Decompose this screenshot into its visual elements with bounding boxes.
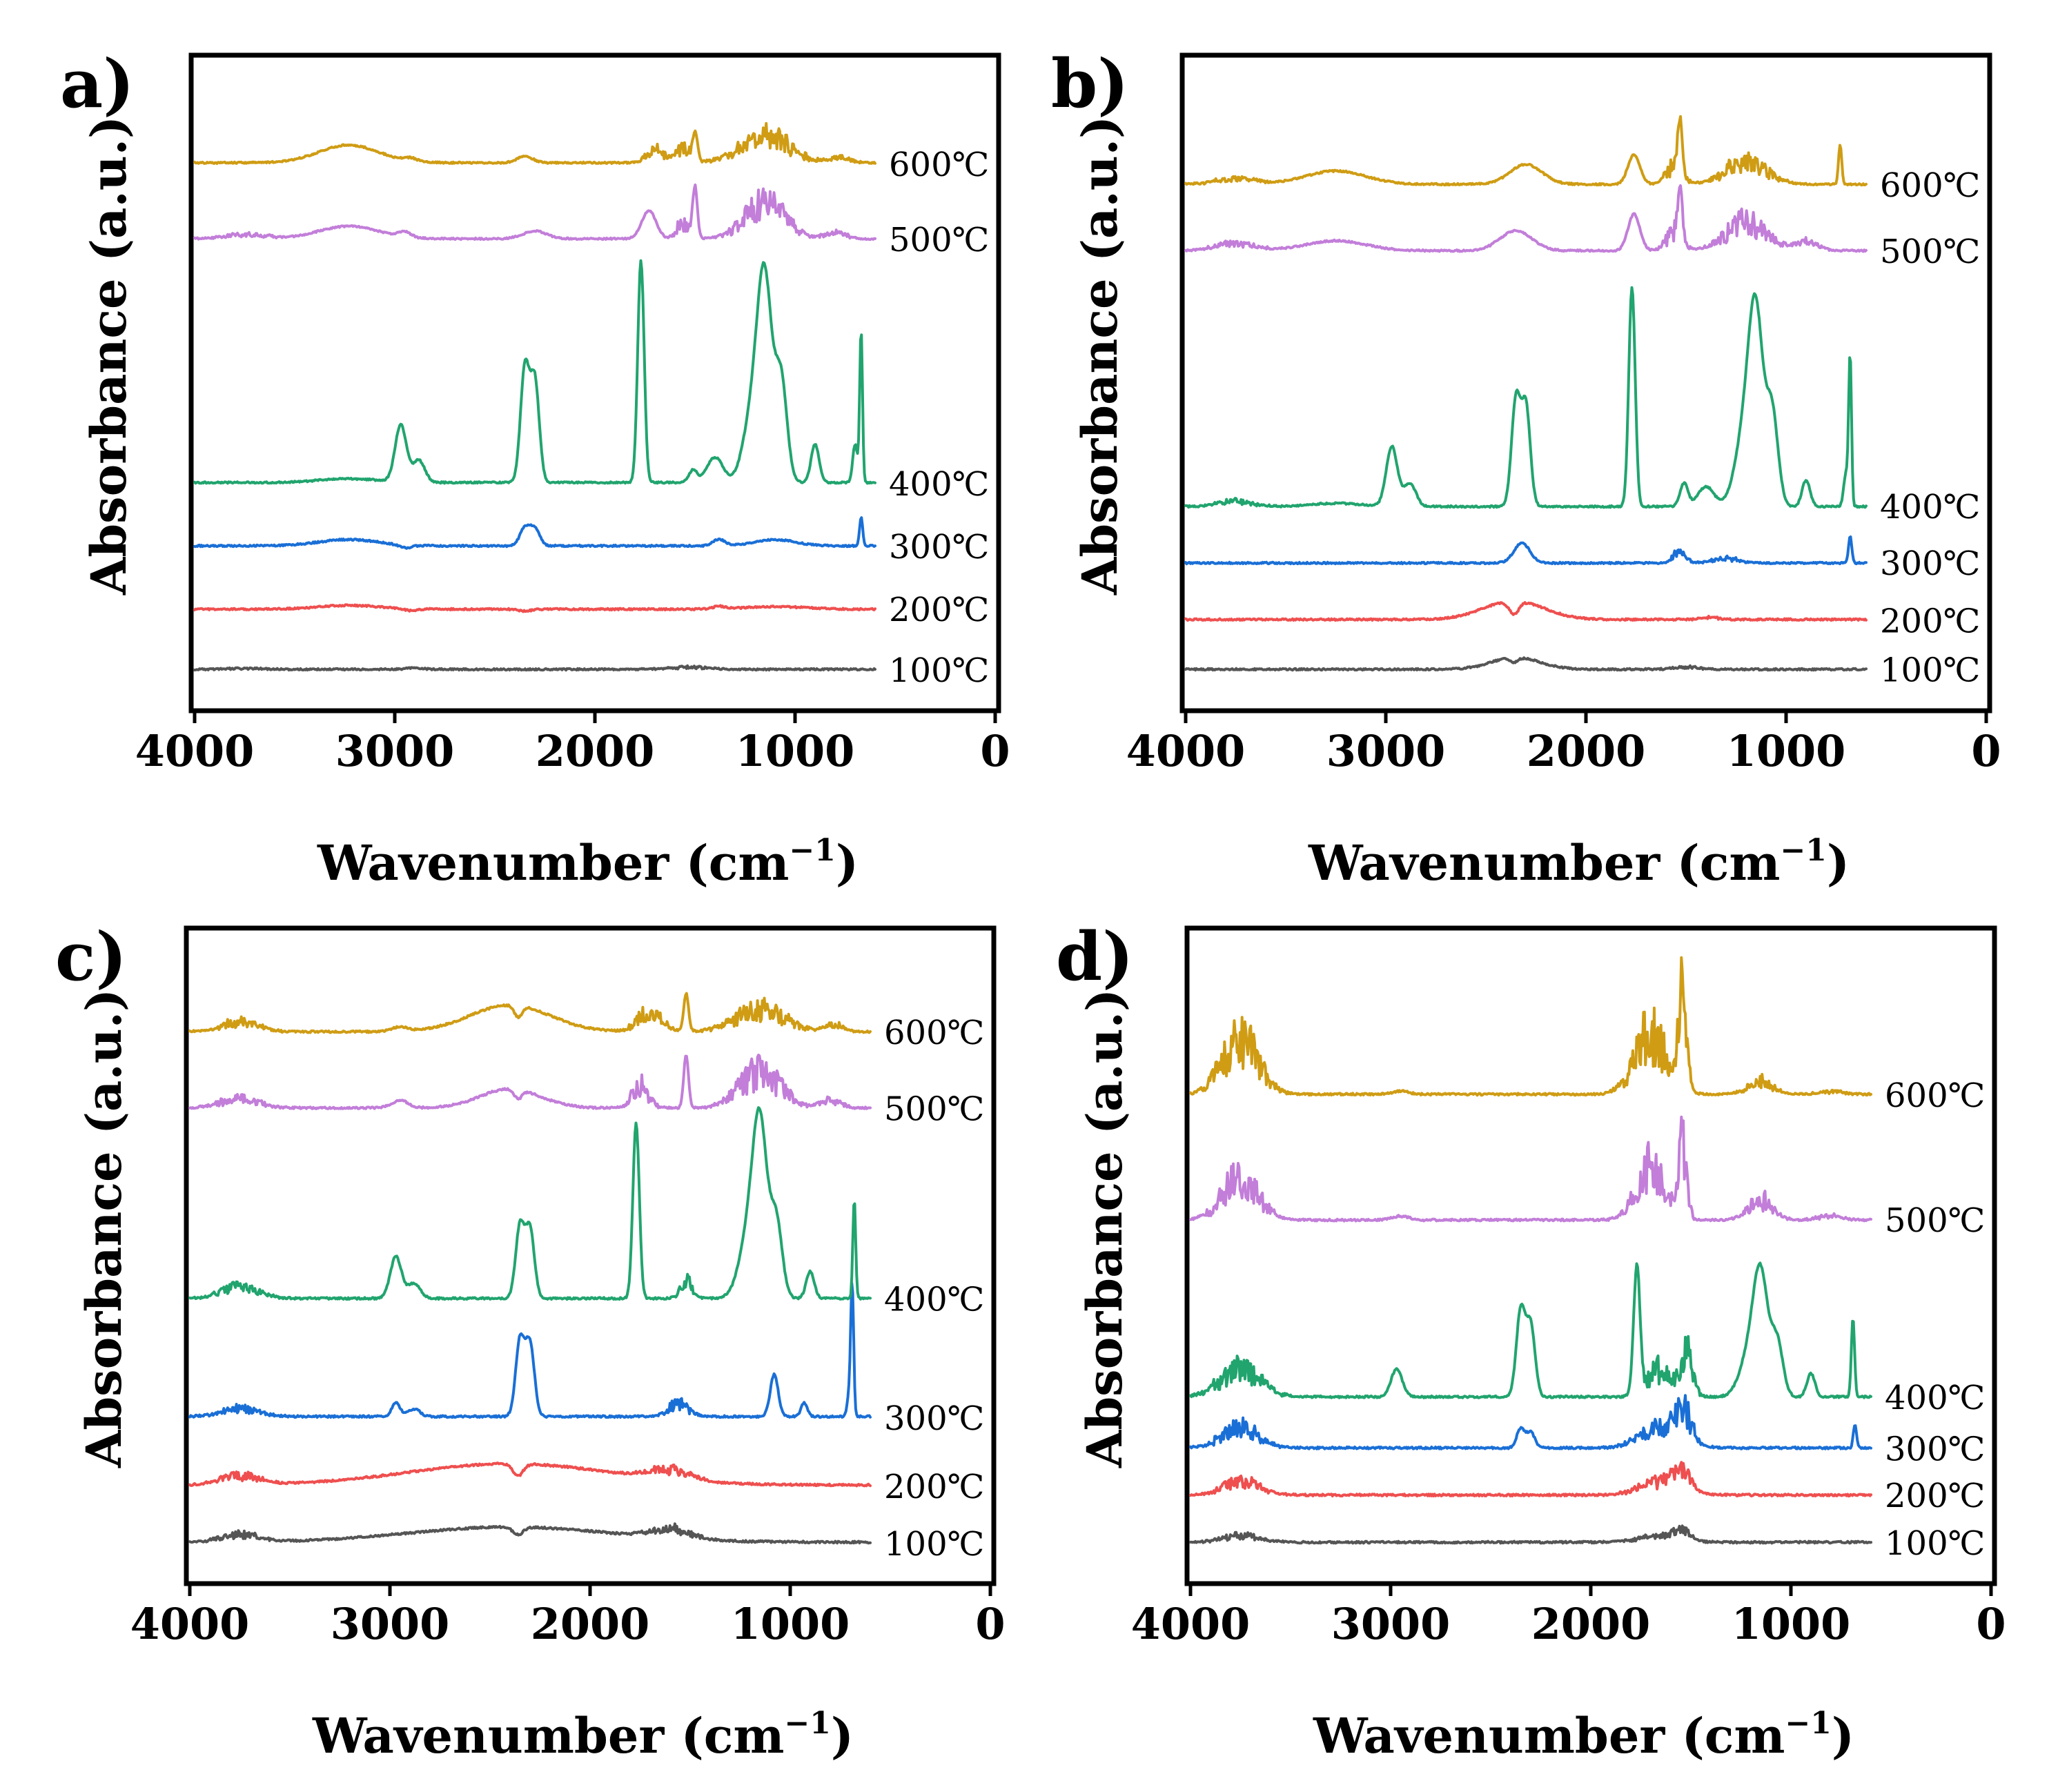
- y-axis-title: Absorbance (a.u.): [75, 989, 133, 1468]
- x-tick-label: 4000: [130, 1599, 250, 1649]
- series-line-200: [1189, 1461, 1872, 1498]
- x-tick-label: 1000: [736, 726, 855, 776]
- x-tick-label: 2000: [531, 1599, 650, 1649]
- series-label-600: 600℃: [1885, 1076, 1985, 1115]
- series-line-500: [193, 183, 876, 242]
- x-tick-label: 3000: [1331, 1599, 1451, 1649]
- series-label-400: 400℃: [884, 1280, 984, 1319]
- plot-frame: [1184, 925, 1997, 1586]
- panel-b: b)Absorbance (a.u.) 4000 3000 2000 1000 0 Wave…: [1051, 45, 2001, 892]
- series-line-200: [188, 1461, 872, 1488]
- series-line-500: [1189, 1115, 1872, 1223]
- y-axis-title: Absorbance (a.u.): [80, 116, 137, 595]
- panel-label: d): [1056, 918, 1134, 996]
- series-label-600: 600℃: [1880, 166, 1980, 205]
- panel-label: b): [1051, 45, 1129, 123]
- series-label-300: 300℃: [889, 528, 989, 567]
- series-label-500: 500℃: [884, 1090, 984, 1128]
- series-line-400: [193, 259, 876, 485]
- x-axis-title: Wavenumber (cm−1): [1313, 1706, 1854, 1764]
- x-tick-label: 2000: [1531, 1599, 1651, 1649]
- panel-label: c): [55, 918, 127, 996]
- panel-d: d)Absorbance (a.u.) 4000 3000 2000 1000 0 Wave…: [1056, 918, 2006, 1764]
- series-label-500: 500℃: [889, 221, 989, 259]
- x-tick-label: 2000: [536, 726, 655, 776]
- series-label-400: 400℃: [889, 465, 989, 504]
- y-axis-title: Absorbance (a.u.): [1076, 989, 1133, 1468]
- x-tick-label: 2000: [1527, 726, 1646, 776]
- series-line-200: [1184, 601, 1868, 622]
- x-axis-title: Wavenumber (cm−1): [1308, 833, 1850, 892]
- series-label-100: 100℃: [1880, 651, 1980, 689]
- series-line-300: [193, 516, 876, 550]
- series-label-500: 500℃: [1880, 233, 1980, 271]
- series-label-300: 300℃: [1880, 544, 1980, 583]
- x-tick-label: 4000: [1126, 726, 1246, 776]
- series-line-200: [193, 603, 876, 613]
- series-label-200: 200℃: [1880, 602, 1980, 641]
- x-tick-label: 0: [1976, 1599, 2006, 1649]
- series-label-600: 600℃: [884, 1014, 984, 1052]
- series-label-200: 200℃: [1885, 1477, 1985, 1515]
- series-label-200: 200℃: [889, 591, 989, 629]
- series-label-600: 600℃: [889, 146, 989, 184]
- series-line-600: [1184, 115, 1868, 187]
- series-line-100: [188, 1522, 872, 1545]
- series-label-400: 400℃: [1880, 488, 1980, 526]
- series-label-400: 400℃: [1885, 1379, 1985, 1417]
- x-tick-label: 3000: [331, 1599, 450, 1649]
- x-tick-label: 0: [1971, 726, 2001, 776]
- x-tick-label: 1000: [1732, 1599, 1851, 1649]
- x-tick-label: 1000: [1727, 726, 1846, 776]
- series-line-100: [1189, 1524, 1872, 1545]
- series-line-400: [188, 1106, 872, 1301]
- series-line-400: [1184, 286, 1868, 509]
- x-tick-label: 1000: [731, 1599, 850, 1649]
- series-line-600: [188, 992, 872, 1034]
- x-axis-title: Wavenumber (cm−1): [317, 833, 859, 892]
- panel-c: c)Absorbance (a.u.) 4000 3000 2000 1000 0 Wave…: [55, 918, 1006, 1764]
- series-line-300: [1189, 1394, 1872, 1450]
- y-axis-title: Absorbance (a.u.): [1071, 116, 1128, 595]
- series-label-500: 500℃: [1885, 1201, 1985, 1240]
- x-tick-label: 0: [980, 726, 1010, 776]
- series-label-100: 100℃: [884, 1525, 984, 1564]
- series-line-500: [1184, 184, 1868, 253]
- x-tick-label: 3000: [1326, 726, 1446, 776]
- series-label-100: 100℃: [1885, 1524, 1985, 1563]
- plot-frame: [1179, 52, 1992, 713]
- x-axis-title: Wavenumber (cm−1): [312, 1706, 854, 1764]
- series-line-300: [188, 1281, 872, 1419]
- series-line-100: [1184, 656, 1868, 672]
- x-tick-label: 4000: [1131, 1599, 1251, 1649]
- series-label-200: 200℃: [884, 1468, 984, 1506]
- series-line-500: [188, 1053, 872, 1110]
- series-line-600: [1189, 956, 1872, 1097]
- series-label-300: 300℃: [884, 1399, 984, 1438]
- series-line-400: [1189, 1261, 1872, 1399]
- series-label-300: 300℃: [1885, 1430, 1985, 1469]
- x-tick-label: 3000: [335, 726, 455, 776]
- series-line-100: [193, 664, 876, 672]
- series-label-100: 100℃: [889, 651, 989, 690]
- series-line-600: [193, 121, 876, 165]
- x-tick-label: 4000: [135, 726, 255, 776]
- x-tick-label: 0: [975, 1599, 1005, 1649]
- panel-label: a): [60, 45, 135, 123]
- series-line-300: [1184, 535, 1868, 566]
- panel-a: a)Absorbance (a.u.) 4000 3000 2000 1000 0 Wave…: [60, 45, 1010, 892]
